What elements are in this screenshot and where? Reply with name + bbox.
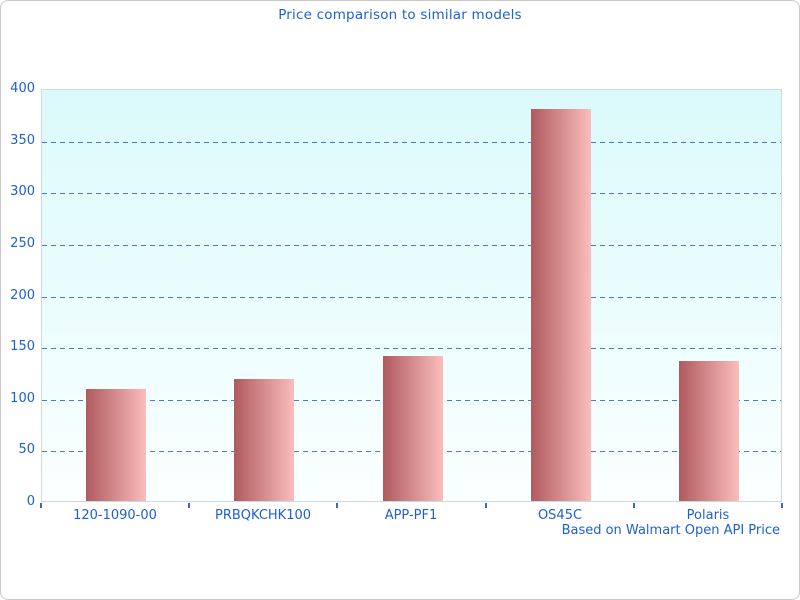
x-axis-tick bbox=[336, 503, 338, 508]
y-tick-label-250: 250 bbox=[10, 235, 35, 251]
x-category-label-PRBQKCHK100: PRBQKCHK100 bbox=[214, 508, 312, 523]
x-category-label-120-1090-00: 120-1090-00 bbox=[73, 508, 157, 523]
y-tick-label-150: 150 bbox=[10, 339, 35, 355]
x-axis-tick bbox=[633, 503, 635, 508]
gridline-150 bbox=[42, 348, 781, 349]
x-axis-tick bbox=[485, 503, 487, 508]
x-axis-tick bbox=[40, 503, 42, 508]
y-tick-label-350: 350 bbox=[10, 132, 35, 148]
gridline-350 bbox=[42, 142, 781, 143]
bar-Polaris bbox=[679, 361, 739, 501]
x-category-label-Polaris: Polaris bbox=[686, 508, 730, 523]
x-category-label-OS45C: OS45C bbox=[537, 508, 583, 523]
gridline-250 bbox=[42, 245, 781, 246]
y-tick-label-0: 0 bbox=[26, 494, 35, 509]
bar-PRBQKCHK100 bbox=[234, 379, 294, 501]
y-tick-label-200: 200 bbox=[10, 287, 35, 303]
y-tick-label-400: 400 bbox=[10, 81, 35, 96]
bar-120-1090-00 bbox=[86, 389, 146, 501]
y-tick-label-100: 100 bbox=[10, 390, 35, 406]
bar-OS45C bbox=[531, 109, 591, 501]
chart-footnote: Based on Walmart Open API Price bbox=[561, 523, 780, 538]
plot-area bbox=[41, 89, 782, 502]
bar-APP-PF1 bbox=[383, 356, 443, 501]
y-tick-label-300: 300 bbox=[10, 184, 35, 200]
chart-title: Price comparison to similar models bbox=[278, 7, 522, 23]
y-tick-label-50: 50 bbox=[18, 442, 35, 458]
x-category-label-APP-PF1: APP-PF1 bbox=[384, 508, 438, 523]
gridline-300 bbox=[42, 193, 781, 194]
x-axis-tick bbox=[781, 503, 783, 508]
x-axis-tick bbox=[188, 503, 190, 508]
gridline-200 bbox=[42, 297, 781, 298]
